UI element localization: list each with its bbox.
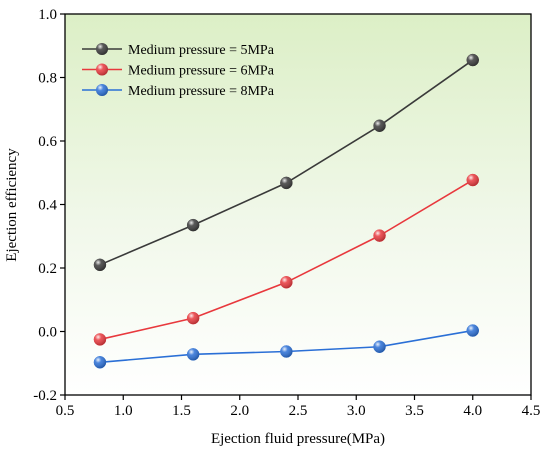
y-axis-label: Ejection efficiency <box>4 148 20 262</box>
data-point-shine <box>280 176 293 189</box>
y-tick-label: 0.2 <box>38 261 57 277</box>
data-point-shine <box>280 276 293 289</box>
plot-background <box>65 14 531 395</box>
series-2 <box>93 173 479 346</box>
axes: 0.5 1.0 1.5 2.0 2.5 3.0 3.5 4.0 4.5 -0.2 0.0 0.2 0.4… <box>33 7 540 419</box>
legend: Medium pressure = 5MPa Medium pressure = … <box>82 43 275 99</box>
data-point-shine <box>93 258 106 271</box>
x-tick-label: 1.5 <box>172 403 191 419</box>
plot-frame <box>64 13 532 396</box>
legend-entry-3: Medium pressure = 8MPa <box>82 84 275 99</box>
x-tick-label: 1.0 <box>114 403 133 419</box>
x-tick-label: 4.0 <box>463 403 482 419</box>
data-point-shine <box>373 119 386 132</box>
data-point-shine <box>373 229 386 242</box>
x-tick-label: 4.5 <box>522 403 541 419</box>
y-tick-label: 0.6 <box>38 134 57 150</box>
series-layer <box>93 53 479 369</box>
x-tick-label: 3.5 <box>405 403 424 419</box>
legend-entry-1: Medium pressure = 5MPa <box>82 43 275 58</box>
legend-label: Medium pressure = 5MPa <box>128 43 275 58</box>
y-tick-label: 0.0 <box>38 325 57 341</box>
legend-marker-shine <box>96 63 108 76</box>
legend-entry-2: Medium pressure = 6MPa <box>82 63 275 79</box>
y-tick-label: 0.8 <box>38 71 57 87</box>
data-point-shine <box>466 324 479 337</box>
data-point-shine <box>93 356 106 369</box>
x-tick-label: 2.0 <box>230 403 249 419</box>
legend-label: Medium pressure = 8MPa <box>128 84 275 99</box>
data-point-shine <box>93 333 106 346</box>
data-point-shine <box>187 219 200 232</box>
x-tick-label: 0.5 <box>56 403 75 419</box>
legend-marker-shine <box>96 84 108 96</box>
series-1 <box>93 53 479 272</box>
y-tick-label: -0.2 <box>33 388 57 404</box>
x-tick-label: 3.0 <box>347 403 366 419</box>
data-point-shine <box>187 312 200 325</box>
legend-marker-shine <box>96 43 108 55</box>
data-point-shine <box>466 174 479 187</box>
legend-label: Medium pressure = 6MPa <box>128 64 275 79</box>
series-3 <box>93 324 479 369</box>
y-tick-label: 0.4 <box>38 198 57 214</box>
x-axis-label: Ejection fluid pressure(MPa) <box>211 431 385 447</box>
data-point-shine <box>187 348 200 361</box>
x-tick-label: 2.5 <box>289 403 308 419</box>
data-point-shine <box>280 345 293 358</box>
data-point-shine <box>466 54 479 67</box>
y-tick-label: 1.0 <box>38 7 57 23</box>
data-point-shine <box>373 340 386 353</box>
